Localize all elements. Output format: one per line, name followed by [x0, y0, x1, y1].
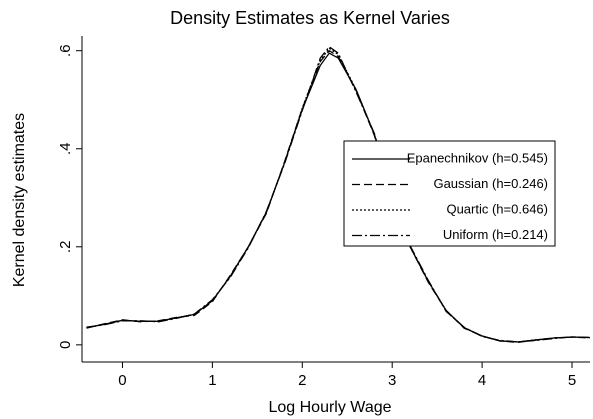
legend-label: Epanechnikov (h=0.545) — [407, 150, 548, 165]
x-tick-label: 0 — [118, 372, 126, 389]
chart-title: Density Estimates as Kernel Varies — [170, 8, 450, 28]
legend-label: Gaussian (h=0.246) — [433, 176, 548, 191]
x-tick-label: 3 — [388, 372, 396, 389]
x-tick-label: 2 — [298, 372, 306, 389]
y-tick-label: .2 — [57, 241, 74, 254]
x-axis-label: Log Hourly Wage — [268, 399, 391, 416]
legend-label: Quartic (h=0.646) — [446, 201, 548, 216]
density-line — [86, 45, 591, 343]
y-tick-label: .4 — [57, 142, 74, 155]
x-tick-label: 1 — [208, 372, 216, 389]
y-tick-label: .6 — [57, 44, 74, 57]
legend-label: Uniform (h=0.214) — [443, 227, 548, 242]
y-axis-label: Kernel density estimates — [11, 113, 28, 287]
x-tick-label: 4 — [478, 372, 486, 389]
y-tick-label: 0 — [57, 341, 74, 349]
x-tick-label: 5 — [568, 372, 576, 389]
